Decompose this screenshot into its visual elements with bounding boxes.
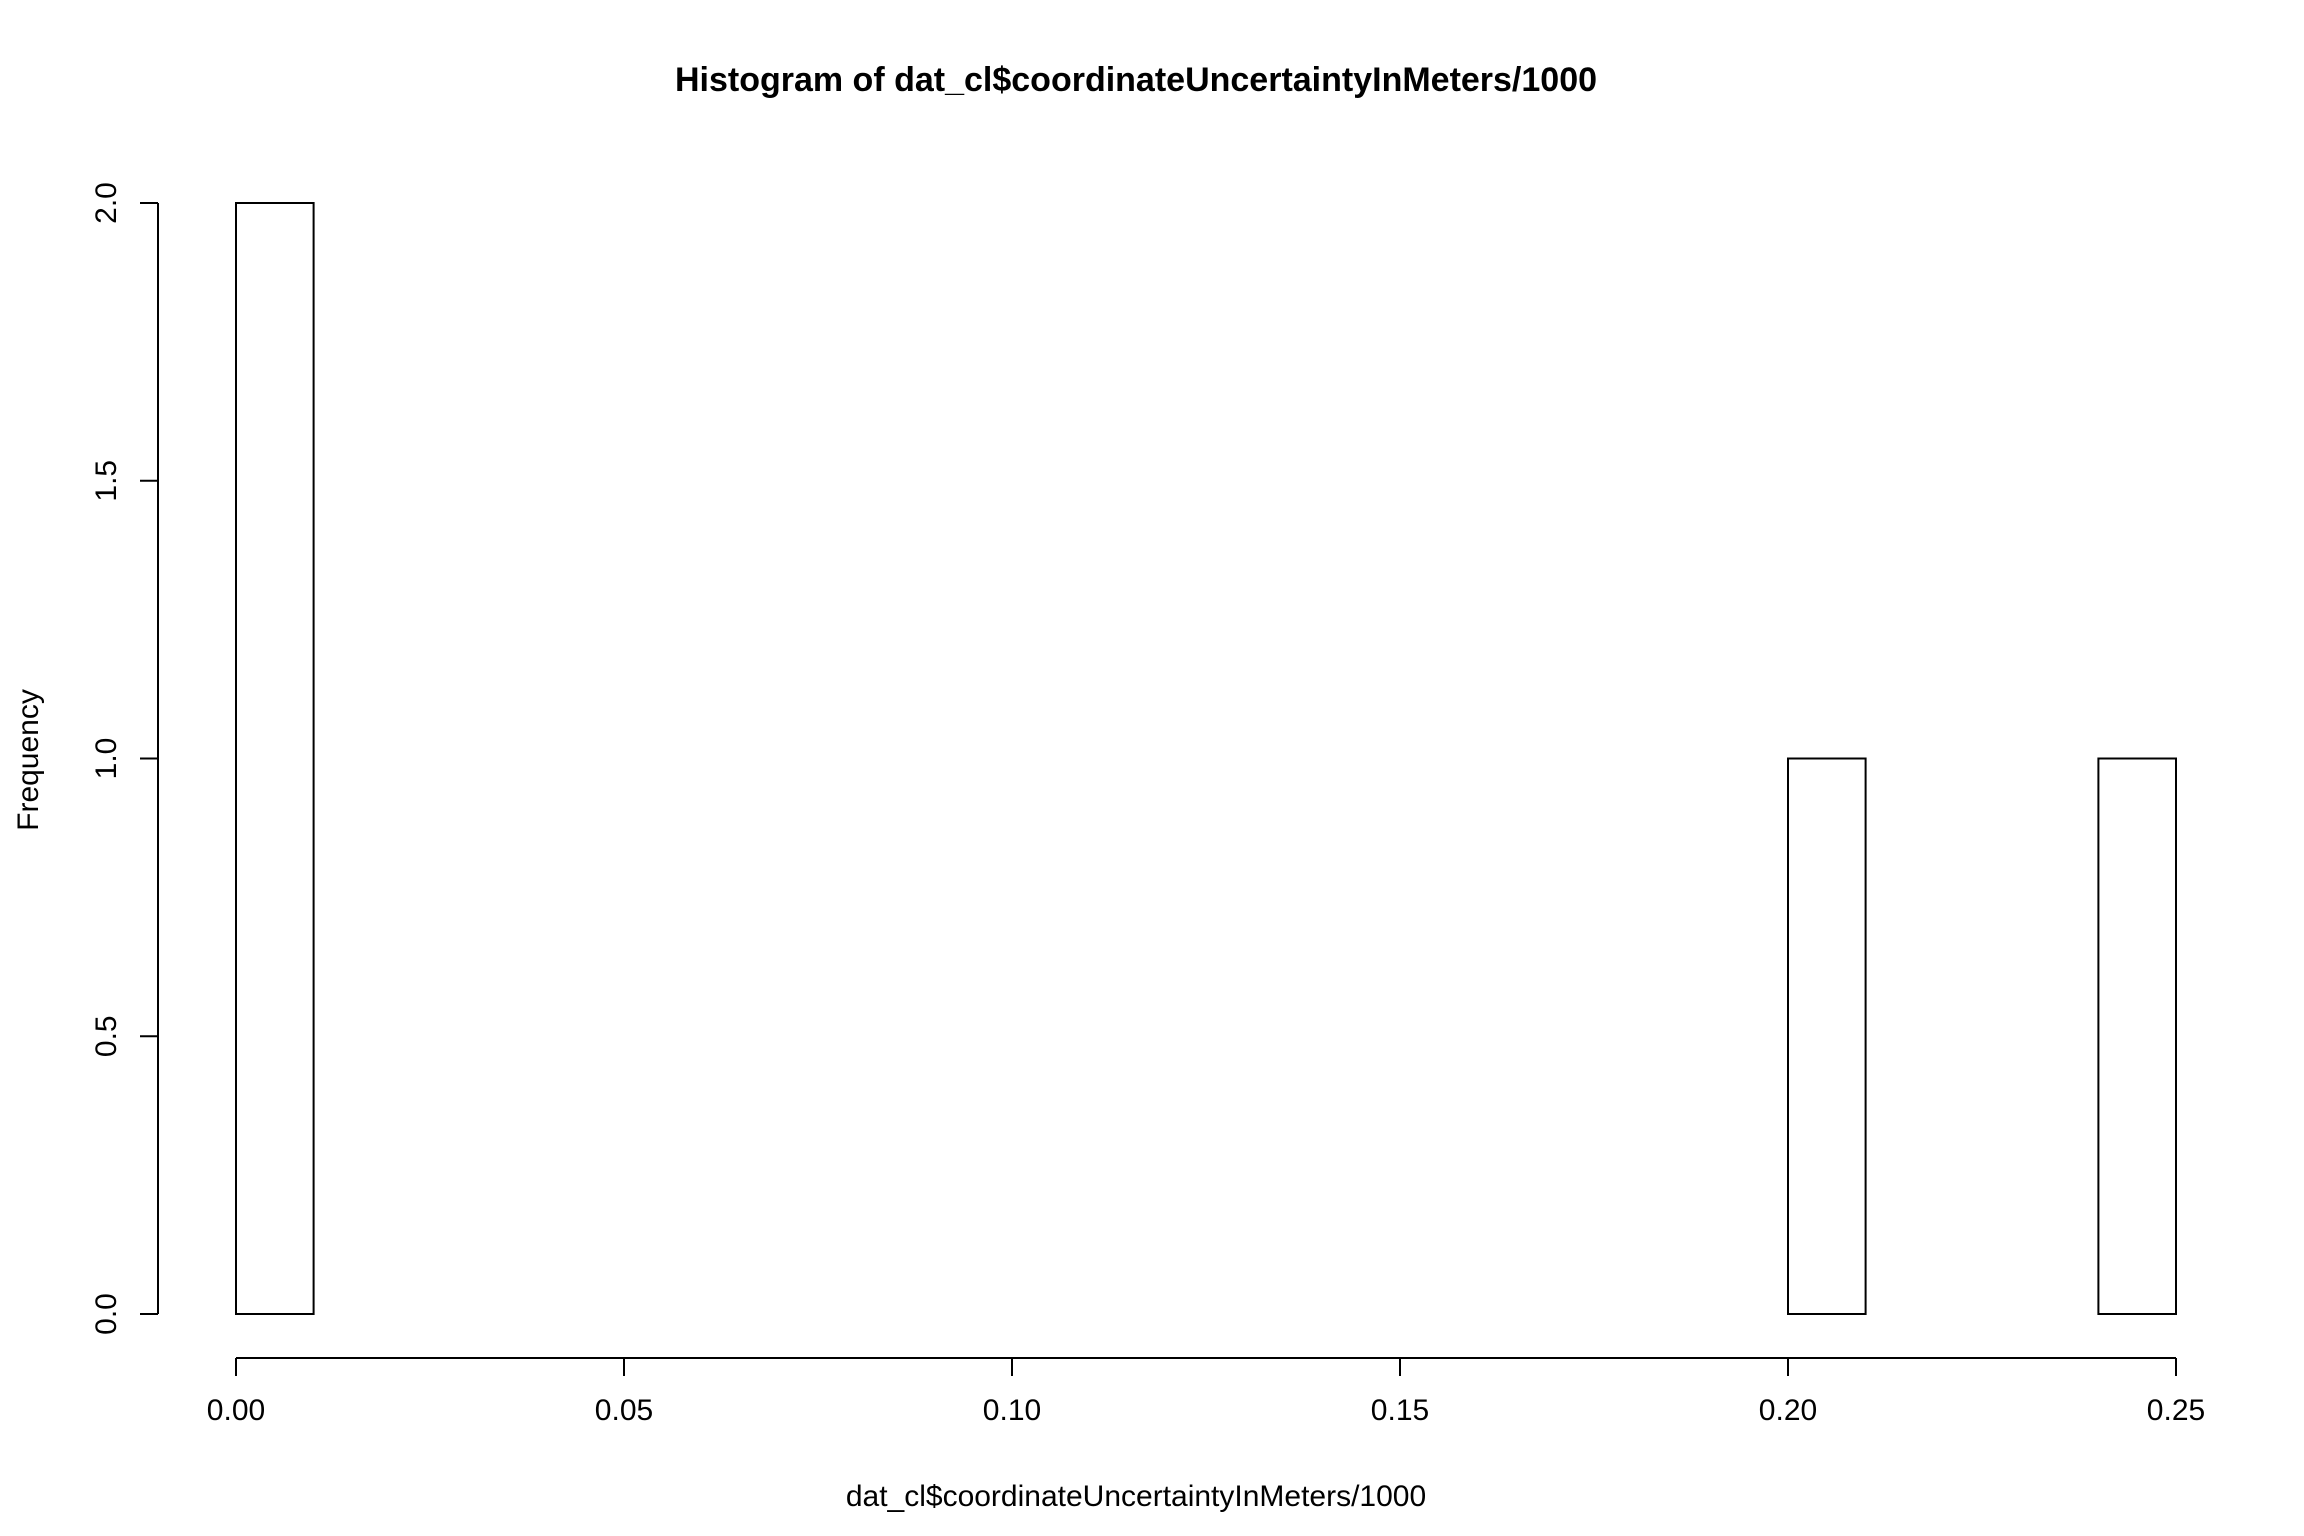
x-axis-ticks: 0.00 0.05 0.10 0.15 0.20 0.25 [207, 1358, 2205, 1427]
y-tick-label: 2.0 [90, 182, 123, 224]
histogram-bar [1787, 757, 1867, 1315]
x-tick-label: 0.10 [983, 1394, 1041, 1427]
y-axis-label: Frequency [12, 689, 45, 831]
y-axis: 0.0 0.5 1.0 1.5 2.0 [90, 182, 159, 1335]
x-tick-label: 0.25 [2147, 1394, 2205, 1427]
x-tick-label: 0.00 [207, 1394, 265, 1427]
x-tick-label: 0.20 [1759, 1394, 1817, 1427]
histogram-bar [235, 202, 315, 1315]
chart-title: Histogram of dat_cl$coordinateUncertaint… [675, 61, 1597, 99]
x-axis: 0.00 0.05 0.10 0.15 0.20 0.25 [207, 1357, 2205, 1427]
x-tick-label: 0.05 [595, 1394, 653, 1427]
y-axis-ticks: 0.0 0.5 1.0 1.5 2.0 [90, 182, 158, 1335]
y-tick-label: 0.5 [90, 1015, 123, 1057]
histogram-bars [235, 202, 2177, 1315]
x-tick-label: 0.15 [1371, 1394, 1429, 1427]
y-tick-label: 1.0 [90, 738, 123, 780]
y-tick-label: 1.5 [90, 460, 123, 502]
histogram-bar [2097, 757, 2177, 1315]
y-tick-label: 0.0 [90, 1293, 123, 1335]
x-axis-label: dat_cl$coordinateUncertaintyInMeters/100… [846, 1480, 1426, 1513]
